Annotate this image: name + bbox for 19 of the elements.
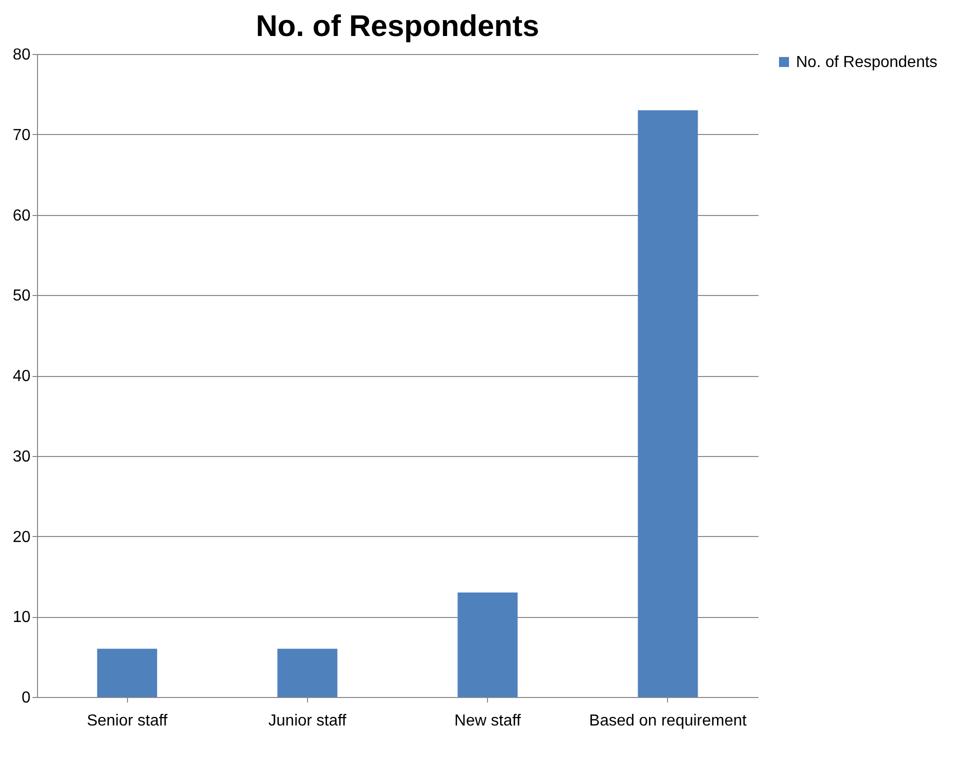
x-tick-label: Senior staff [86,712,168,730]
y-tick-label: 60 [12,207,31,224]
legend-label: No. of Respondents [796,54,938,71]
bar [97,648,158,697]
x-tick-label: Based on requirement [589,712,748,730]
x-tick-label: Junior staff [268,712,347,730]
chart-title: No. of Respondents [256,10,540,43]
y-tick-label: 70 [12,126,31,144]
y-tick-label: 50 [12,288,31,305]
y-tick-label: 30 [12,448,31,466]
bar [458,592,518,697]
y-tick-label: 80 [12,46,31,64]
bar [277,648,338,697]
y-tick-label: 0 [22,690,31,706]
y-tick-label: 40 [12,368,31,385]
y-tick-label: 20 [12,528,31,546]
y-tick-label: 10 [12,609,31,626]
bar [638,110,698,697]
x-tick-label: New staff [454,712,522,730]
